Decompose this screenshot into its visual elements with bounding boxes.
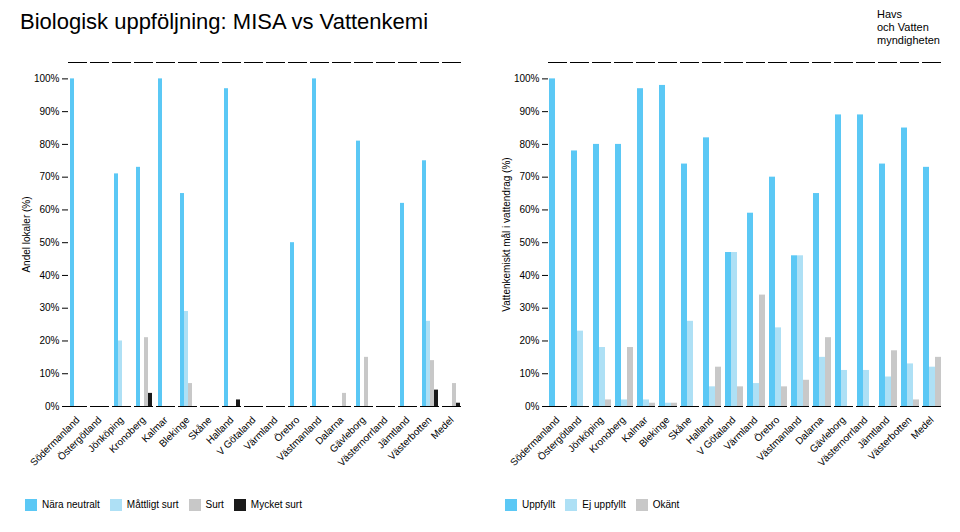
svg-text:60%: 60% bbox=[519, 204, 539, 215]
svg-text:20%: 20% bbox=[519, 335, 539, 346]
svg-text:Medel: Medel bbox=[429, 414, 456, 441]
svg-text:90%: 90% bbox=[39, 106, 59, 117]
svg-text:10%: 10% bbox=[39, 368, 59, 379]
svg-text:Andel lokaler (%): Andel lokaler (%) bbox=[21, 196, 32, 272]
svg-text:Södermanland: Södermanland bbox=[507, 414, 562, 468]
svg-text:60%: 60% bbox=[39, 204, 59, 215]
svg-text:Halland: Halland bbox=[203, 414, 236, 446]
svg-text:Örebro: Örebro bbox=[751, 414, 782, 444]
html-text:och Vatten: och Vatten bbox=[877, 21, 929, 33]
svg-text:Värmland: Värmland bbox=[721, 414, 760, 453]
svg-text:Dalarna: Dalarna bbox=[313, 414, 346, 447]
svg-text:90%: 90% bbox=[519, 106, 539, 117]
svg-text:Västerbotten: Västerbotten bbox=[386, 414, 434, 462]
svg-text:Östergötland: Östergötland bbox=[535, 414, 584, 463]
html-text:Havs: Havs bbox=[877, 8, 903, 20]
svg-text:50%: 50% bbox=[39, 237, 59, 248]
svg-text:Dalarna: Dalarna bbox=[793, 414, 826, 447]
svg-text:Kronoberg: Kronoberg bbox=[586, 414, 628, 455]
svg-text:Gävleborg: Gävleborg bbox=[327, 414, 368, 455]
svg-text:Jönköping: Jönköping bbox=[85, 414, 126, 455]
svg-text:Västernorrland: Västernorrland bbox=[815, 414, 870, 469]
svg-text:Jämtland: Jämtland bbox=[855, 414, 892, 451]
svg-text:100%: 100% bbox=[34, 73, 60, 84]
svg-text:Skåne: Skåne bbox=[665, 414, 694, 443]
svg-text:Kronoberg: Kronoberg bbox=[106, 414, 148, 455]
svg-text:Södermanland: Södermanland bbox=[27, 414, 82, 468]
svg-text:Halland: Halland bbox=[683, 414, 716, 446]
svg-text:Blekinge: Blekinge bbox=[637, 414, 672, 449]
svg-text:80%: 80% bbox=[519, 139, 539, 150]
svg-text:80%: 80% bbox=[39, 139, 59, 150]
svg-text:10%: 10% bbox=[519, 368, 539, 379]
svg-text:Jämtland: Jämtland bbox=[375, 414, 412, 451]
svg-text:Skåne: Skåne bbox=[185, 414, 214, 443]
svg-text:50%: 50% bbox=[519, 237, 539, 248]
svg-text:70%: 70% bbox=[39, 171, 59, 182]
svg-text:Örebro: Örebro bbox=[271, 414, 302, 444]
svg-text:Medel: Medel bbox=[909, 414, 936, 441]
html-text:Mycket surt: Mycket surt bbox=[250, 499, 302, 510]
html-text:myndigheten: myndigheten bbox=[877, 34, 940, 46]
svg-text:Västmanland: Västmanland bbox=[754, 414, 804, 464]
svg-text:Västerbotten: Västerbotten bbox=[866, 414, 914, 462]
svg-text:40%: 40% bbox=[519, 270, 539, 281]
svg-text:70%: 70% bbox=[519, 171, 539, 182]
svg-text:30%: 30% bbox=[39, 302, 59, 313]
html-text:Okänt: Okänt bbox=[652, 499, 680, 510]
svg-text:Västernorrland: Västernorrland bbox=[335, 414, 390, 469]
svg-text:100%: 100% bbox=[514, 73, 540, 84]
html-text:Biologisk uppföljning: MISA vs: Biologisk uppföljning: MISA vs Vattenkem… bbox=[20, 9, 428, 34]
svg-text:20%: 20% bbox=[39, 335, 59, 346]
svg-text:Värmland: Värmland bbox=[241, 414, 280, 453]
html-text:Surt: Surt bbox=[205, 499, 224, 510]
svg-text:Östergötland: Östergötland bbox=[55, 414, 104, 463]
html-text:Måttligt surt: Måttligt surt bbox=[126, 499, 179, 510]
svg-text:Blekinge: Blekinge bbox=[157, 414, 192, 449]
svg-text:Gävleborg: Gävleborg bbox=[807, 414, 848, 455]
svg-text:Kalmar: Kalmar bbox=[139, 414, 170, 445]
html-text:Uppfyllt: Uppfyllt bbox=[522, 499, 556, 510]
svg-text:V Götaland: V Götaland bbox=[694, 414, 738, 458]
html-text:Ej uppfyllt: Ej uppfyllt bbox=[582, 499, 626, 510]
svg-text:0%: 0% bbox=[525, 401, 540, 412]
svg-text:40%: 40% bbox=[39, 270, 59, 281]
svg-text:V Götaland: V Götaland bbox=[214, 414, 258, 458]
svg-text:Kalmar: Kalmar bbox=[619, 414, 650, 445]
svg-text:30%: 30% bbox=[519, 302, 539, 313]
svg-text:Jönköping: Jönköping bbox=[565, 414, 606, 455]
svg-text:0%: 0% bbox=[45, 401, 60, 412]
svg-text:Västmanland: Västmanland bbox=[274, 414, 324, 464]
html-text:Nära neutralt: Nära neutralt bbox=[42, 499, 100, 510]
svg-text:Vattenkemiskt mål i vattendrag: Vattenkemiskt mål i vattendrag (%) bbox=[501, 157, 512, 311]
